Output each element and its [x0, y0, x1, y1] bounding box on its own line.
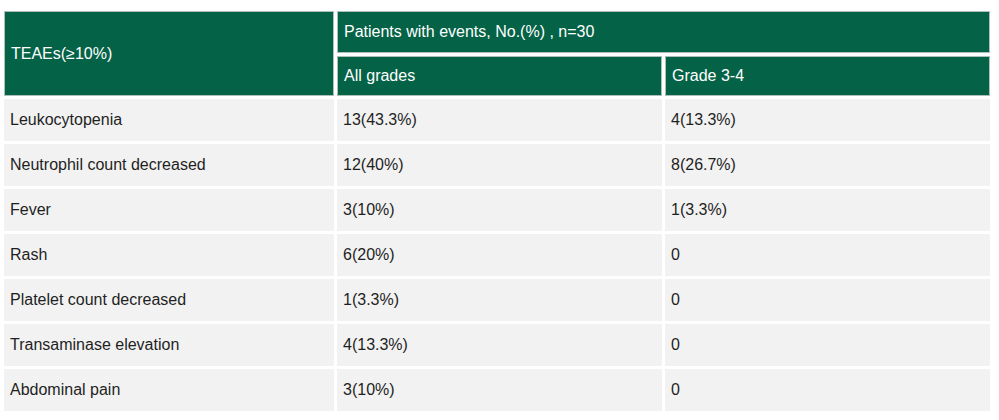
grade-3-4-value-cell: 0 — [665, 324, 990, 366]
column-header-all-grades: All grades — [337, 56, 662, 96]
all-grades-value-cell: 6(20%) — [337, 234, 662, 276]
teae-name-cell: Rash — [4, 234, 334, 276]
all-grades-value-cell: 13(43.3%) — [337, 99, 662, 141]
table-header: TEAEs(≥10%) Patients with events, No.(%)… — [4, 11, 990, 96]
corner-header-cell: TEAEs(≥10%) — [4, 11, 334, 96]
teae-name-cell: Platelet count decreased — [4, 279, 334, 321]
table-row: Fever 3(10%) 1(3.3%) — [4, 189, 990, 231]
grade-3-4-value-cell: 1(3.3%) — [665, 189, 990, 231]
teae-name-cell: Leukocytopenia — [4, 99, 334, 141]
table-row: Rash 6(20%) 0 — [4, 234, 990, 276]
all-grades-value-cell: 4(13.3%) — [337, 324, 662, 366]
table-row: Neutrophil count decreased 12(40%) 8(26.… — [4, 144, 990, 186]
group-header-row: TEAEs(≥10%) Patients with events, No.(%)… — [4, 11, 990, 53]
grade-3-4-value-cell: 0 — [665, 279, 990, 321]
group-header-cell: Patients with events, No.(%) , n=30 — [337, 11, 990, 53]
teae-name-cell: Neutrophil count decreased — [4, 144, 334, 186]
table-row: Transaminase elevation 4(13.3%) 0 — [4, 324, 990, 366]
all-grades-value-cell: 12(40%) — [337, 144, 662, 186]
all-grades-value-cell: 3(10%) — [337, 189, 662, 231]
teae-name-cell: Abdominal pain — [4, 369, 334, 411]
teae-name-cell: Transaminase elevation — [4, 324, 334, 366]
table-body: Leukocytopenia 13(43.3%) 4(13.3%) Neutro… — [4, 99, 990, 411]
table-row: Abdominal pain 3(10%) 0 — [4, 369, 990, 411]
grade-3-4-value-cell: 0 — [665, 369, 990, 411]
grade-3-4-value-cell: 8(26.7%) — [665, 144, 990, 186]
teae-table: TEAEs(≥10%) Patients with events, No.(%)… — [1, 8, 993, 414]
grade-3-4-value-cell: 4(13.3%) — [665, 99, 990, 141]
table-row: Platelet count decreased 1(3.3%) 0 — [4, 279, 990, 321]
teae-name-cell: Fever — [4, 189, 334, 231]
all-grades-value-cell: 1(3.3%) — [337, 279, 662, 321]
grade-3-4-value-cell: 0 — [665, 234, 990, 276]
all-grades-value-cell: 3(10%) — [337, 369, 662, 411]
column-header-grade-3-4: Grade 3-4 — [665, 56, 990, 96]
table-row: Leukocytopenia 13(43.3%) 4(13.3%) — [4, 99, 990, 141]
